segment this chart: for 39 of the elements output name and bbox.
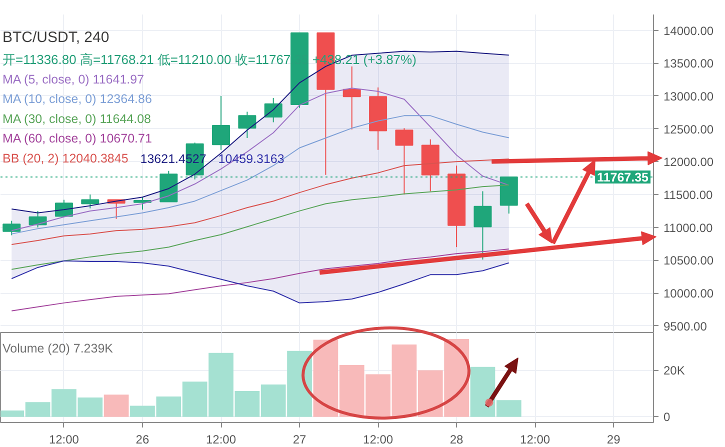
- candlestick: [238, 111, 256, 139]
- x-tick-label: 26: [136, 432, 150, 446]
- candlestick: [212, 95, 230, 150]
- candlestick: [342, 66, 361, 130]
- y-tick-label: 11500.00: [664, 188, 713, 202]
- line-series: [11, 248, 510, 312]
- y-tick-label: 14000.00: [664, 24, 714, 38]
- candlestick: [2, 220, 21, 236]
- text: Volume (20) 7.239K: [2, 342, 114, 356]
- candlestick: [474, 190, 492, 260]
- y-tick-label: 11000.00: [664, 220, 713, 235]
- x-tick-label: 12:00: [363, 432, 394, 446]
- y-tick-label: 12500.00: [664, 122, 714, 136]
- candlestick: [264, 97, 282, 123]
- text: MA (30, close, 0) 11644.08: [2, 112, 152, 126]
- x-tick-label: 29: [606, 432, 621, 446]
- text: MA (5, close, 0) 11641.97: [2, 72, 144, 86]
- x-tick-label: 28: [450, 432, 464, 446]
- ref-line-label: 11767.35: [597, 170, 649, 184]
- text: BTC/USDT, 240: [2, 29, 110, 46]
- text: BB (20, 2) 12040.3845: [2, 152, 128, 166]
- y-tick-label: 13000.00: [664, 89, 714, 104]
- y-tick-label: 13500.00: [664, 56, 714, 71]
- y-tick-label: 20K: [664, 364, 685, 378]
- y-tick-label: 10500.00: [664, 254, 714, 268]
- candlestick: [395, 128, 414, 196]
- x-tick-label: 12:00: [48, 432, 80, 446]
- bar: [104, 394, 129, 417]
- x-tick-label: 12:00: [206, 432, 236, 446]
- line-series: [11, 260, 510, 304]
- y-tick-label: 12000.00: [664, 155, 714, 170]
- x-tick-label: 12:00: [520, 432, 550, 446]
- y-tick-label: 0: [664, 410, 670, 424]
- y-tick-label: 10000.00: [664, 286, 714, 301]
- candlestick: [81, 194, 100, 209]
- x-tick-label: 27: [292, 432, 307, 446]
- text: MA (60, close, 0) 10670.71: [2, 132, 152, 146]
- text: MA (10, close, 0) 12364.86: [2, 92, 152, 106]
- y-tick-label: 9500.00: [664, 319, 708, 334]
